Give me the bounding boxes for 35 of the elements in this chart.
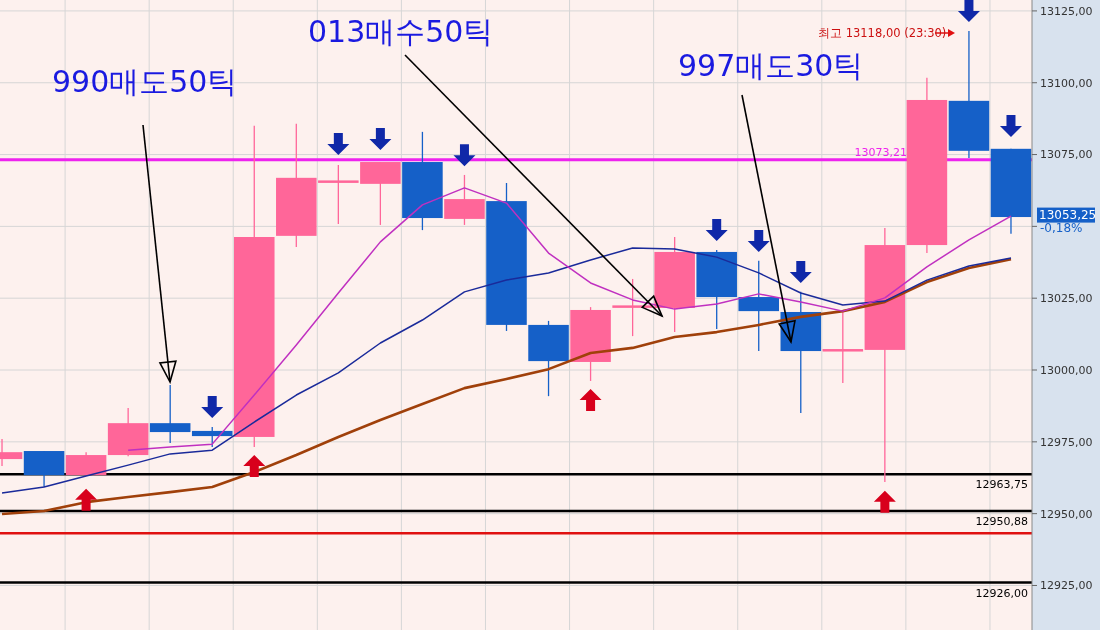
point [369, 128, 392, 151]
point [201, 396, 224, 419]
y-tick-label: 13100,00 [1040, 76, 1093, 90]
point [579, 388, 602, 411]
point [957, 0, 980, 22]
point [453, 144, 476, 167]
point [789, 261, 812, 284]
point [243, 454, 266, 477]
point [873, 490, 896, 513]
text: 13053,25 [1039, 208, 1097, 222]
line-series [127, 187, 1012, 451]
point [747, 230, 770, 253]
y-tick-label: 12925,00 [1040, 579, 1093, 593]
ref-line-label: 12963,75 [975, 478, 1028, 492]
annotation: 997매도30틱 [678, 48, 864, 83]
ref-line-label: 12950,88 [975, 515, 1028, 529]
candlestick [822, 311, 864, 384]
point [327, 132, 350, 155]
y-tick-label: 12950,00 [1040, 507, 1093, 521]
point [999, 115, 1022, 138]
y-tick-label: 12975,00 [1040, 435, 1093, 449]
y-tick-label: 13025,00 [1040, 292, 1093, 306]
y-tick-label: 13000,00 [1040, 363, 1093, 377]
y-tick-label: 13125,00 [1040, 4, 1093, 18]
y-tick-label: 13075,00 [1040, 148, 1093, 162]
point [75, 488, 98, 511]
candlestick [149, 384, 191, 444]
point [705, 219, 728, 242]
ref-line-label: 12926,00 [975, 586, 1028, 600]
text: -0,18% [1040, 221, 1083, 235]
annotation: 013매수50틱 [308, 14, 494, 49]
ref-line-label: 13073,21 [854, 145, 907, 159]
annotation: 990매도50틱 [52, 64, 238, 99]
candlestick [191, 426, 233, 448]
annotation: 최고 13118,00 (23:30) [818, 26, 947, 40]
